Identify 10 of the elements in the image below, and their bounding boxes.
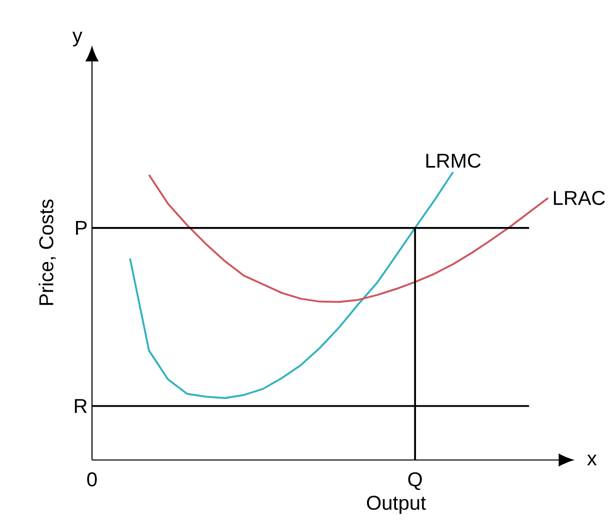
x-axis-title: Output — [366, 496, 426, 514]
series-label: R — [74, 399, 87, 413]
series-label: P — [76, 221, 87, 235]
series-label: LRAC — [554, 190, 605, 206]
series-label: LRMC — [426, 154, 481, 168]
text: y — [72, 32, 82, 46]
x-tick-label: 0 — [87, 472, 97, 486]
text: x — [587, 454, 597, 466]
x-tick-label: Q — [408, 472, 422, 490]
y-axis-title: Price, Costs — [38, 200, 56, 305]
